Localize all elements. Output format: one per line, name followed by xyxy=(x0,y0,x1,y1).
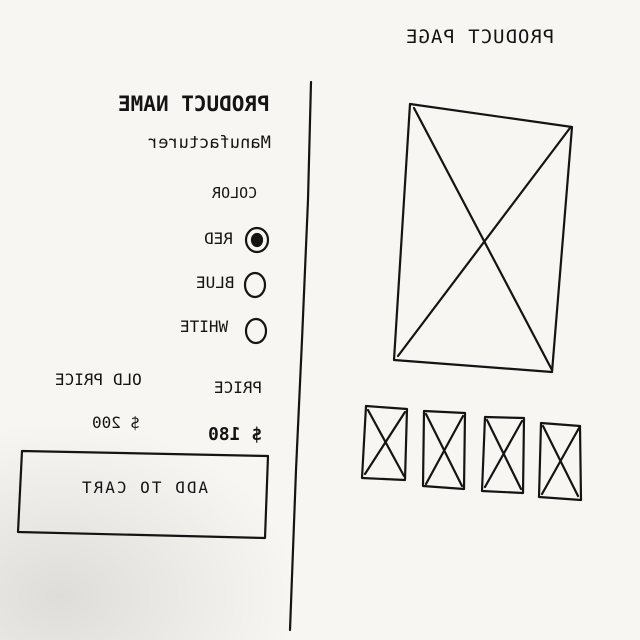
price-value: $ 180 xyxy=(208,424,263,445)
column-divider xyxy=(288,80,313,632)
color-option-red-label: RED xyxy=(204,229,233,248)
radio-red-circle xyxy=(244,226,270,254)
color-option-blue-label: BLUE xyxy=(196,273,235,292)
thumbnail-4-frame xyxy=(537,421,583,502)
thumbnail-1-frame xyxy=(360,404,409,482)
main-product-image[interactable] xyxy=(394,104,572,372)
color-radio-white[interactable] xyxy=(243,318,269,344)
old-price-label: OLD PRICE xyxy=(55,370,142,389)
thumbnail-2[interactable] xyxy=(423,411,465,489)
color-radio-blue[interactable] xyxy=(242,272,268,298)
old-price-value: $ 200 xyxy=(92,413,141,432)
thumbnail-2-frame xyxy=(421,409,467,491)
color-label: COLOR xyxy=(212,184,258,202)
add-to-cart-button[interactable] xyxy=(17,448,266,536)
manufacturer-name: Manufacturer xyxy=(148,133,271,153)
color-radio-red[interactable] xyxy=(244,227,270,253)
thumbnail-1[interactable] xyxy=(362,406,407,480)
thumbnail-4[interactable] xyxy=(539,423,581,500)
cart-button-frame xyxy=(16,449,270,540)
page-title: PRODUCT PAGE xyxy=(405,26,555,48)
thumbnail-3[interactable] xyxy=(482,417,524,493)
thumbnail-3-frame xyxy=(480,415,526,495)
main-image-placeholder xyxy=(392,102,574,374)
product-name: PRODUCT NAME xyxy=(118,92,270,116)
radio-blue-circle xyxy=(243,271,267,299)
radio-red-dot xyxy=(250,232,264,248)
price-label: PRICE xyxy=(214,378,263,397)
color-option-white-label: WHITE xyxy=(180,317,229,336)
radio-white-circle xyxy=(244,317,268,345)
